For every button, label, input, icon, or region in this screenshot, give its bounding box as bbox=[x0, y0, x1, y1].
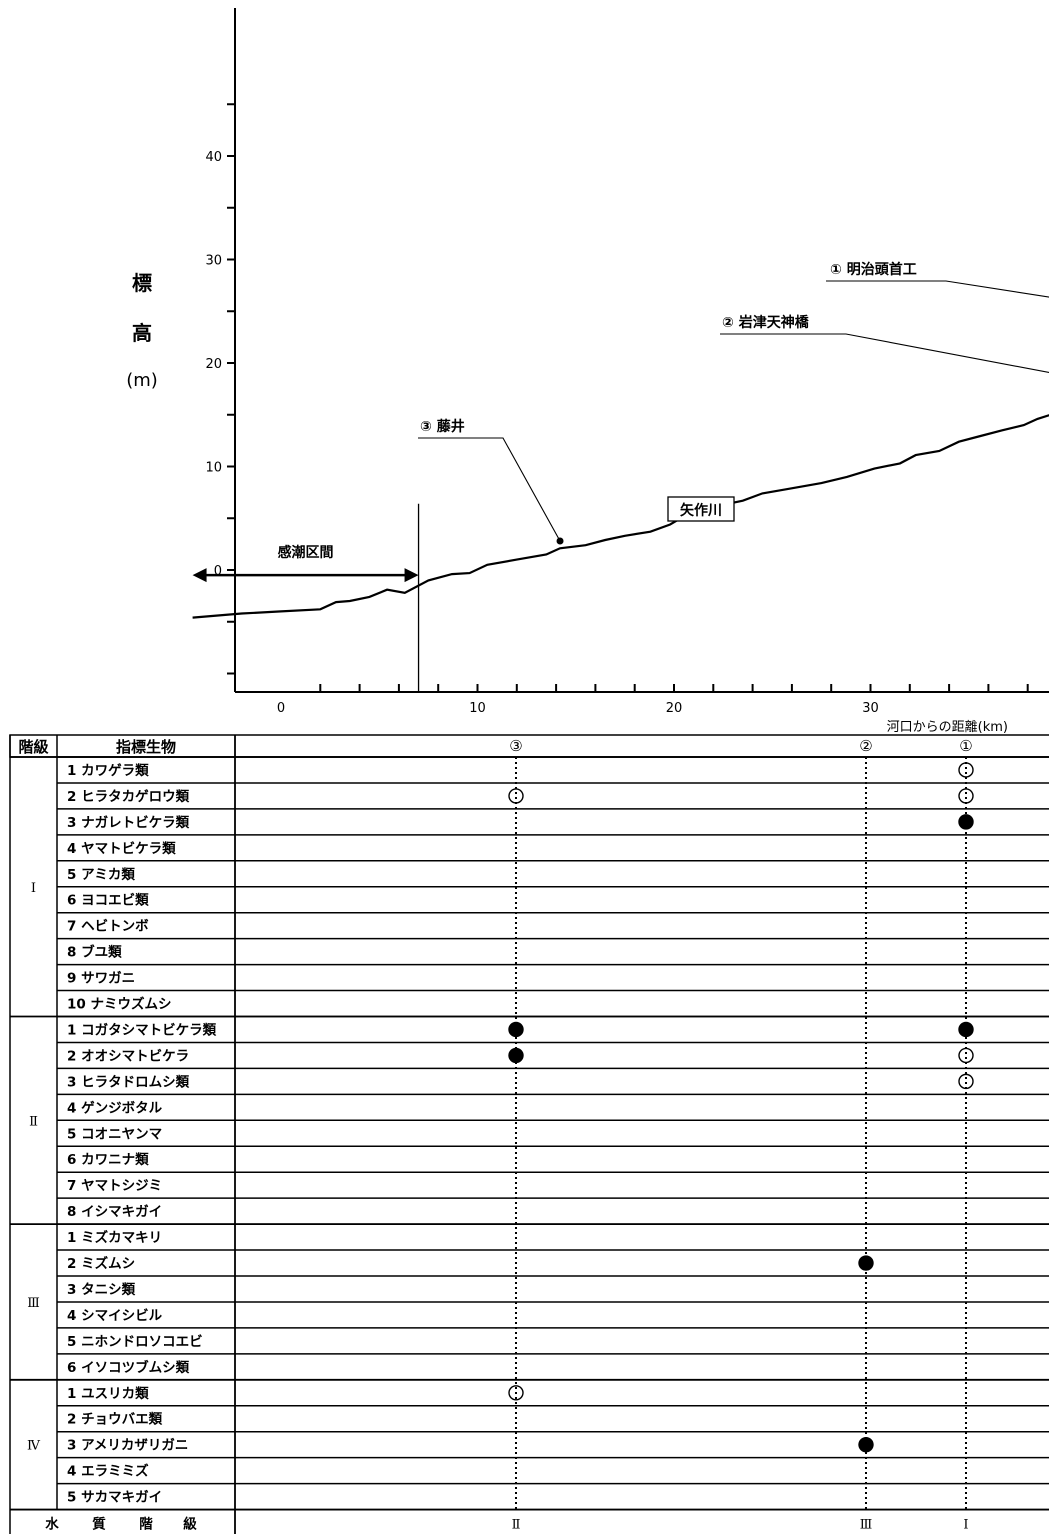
station-label: ① 明治頭首工 bbox=[830, 261, 917, 278]
record-filled-circle bbox=[858, 1255, 874, 1271]
group-grade: Ⅱ bbox=[29, 1114, 38, 1129]
header-grade: 階級 bbox=[18, 738, 48, 756]
species-name: 6 ヨコエビ類 bbox=[67, 893, 149, 909]
site-grade: Ⅰ bbox=[963, 1518, 968, 1533]
river-name-box bbox=[667, 496, 735, 522]
species-name: 7 ヤマトシジミ bbox=[67, 1178, 162, 1194]
record-open-circle bbox=[958, 1073, 974, 1090]
x-axis-label: 河口からの距離(km) bbox=[887, 720, 1008, 735]
record-filled-circle bbox=[858, 1436, 874, 1453]
tidal-arrow-head-right bbox=[404, 568, 419, 583]
site-header-mark: ③ bbox=[509, 737, 522, 755]
species-name: 2 オオシマトビケラ bbox=[67, 1048, 189, 1064]
y-tick-label: 40 bbox=[205, 150, 222, 165]
species-name: 5 コオニヤンマ bbox=[67, 1126, 162, 1142]
y-axis-label-3: (m) bbox=[126, 370, 158, 391]
footer-label: 水 bbox=[45, 1516, 59, 1533]
x-tick-label: 30 bbox=[862, 701, 879, 716]
species-name: 4 ヤマトビケラ類 bbox=[67, 841, 176, 857]
species-name: 8 イシマキガイ bbox=[67, 1204, 162, 1220]
species-name: 1 カワゲラ類 bbox=[67, 762, 149, 779]
species-name: 1 ミズカマキリ bbox=[67, 1229, 162, 1246]
species-name: 6 イソコツブムシ類 bbox=[67, 1359, 190, 1376]
station-leader-line bbox=[418, 437, 561, 542]
species-name: 3 アメリカザリガニ bbox=[67, 1438, 188, 1454]
station-label: ③ 藤井 bbox=[420, 418, 465, 435]
station-leader-line bbox=[826, 280, 1049, 298]
species-name: 10 ナミウズムシ bbox=[67, 996, 172, 1013]
y-tick-label: 30 bbox=[205, 254, 222, 269]
footer-label: 質 bbox=[92, 1516, 106, 1533]
y-tick-label: 20 bbox=[205, 357, 222, 372]
species-name: 1 コガタシマトビケラ類 bbox=[67, 1022, 217, 1038]
record-open-circle bbox=[958, 762, 974, 778]
species-name: 2 ヒラタカゲロウ類 bbox=[67, 788, 190, 805]
footer-label: 階 bbox=[139, 1516, 153, 1533]
species-name: 4 ゲンジボタル bbox=[67, 1099, 163, 1116]
y-tick-label: 10 bbox=[205, 461, 222, 476]
species-name: 5 ニホンドロソコエビ bbox=[67, 1334, 203, 1350]
y-axis-label-2: 高 bbox=[132, 321, 152, 345]
species-name: 3 ヒラタドロムシ類 bbox=[67, 1074, 190, 1090]
group-grade: Ⅳ bbox=[27, 1439, 41, 1454]
record-open-circle bbox=[508, 1385, 524, 1401]
species-name: 8 ブユ類 bbox=[67, 944, 122, 961]
station-point bbox=[556, 537, 564, 545]
species-name: 3 タニシ類 bbox=[67, 1282, 136, 1298]
site-header-mark: ① bbox=[959, 737, 972, 755]
station-label: ② 岩津天神橋 bbox=[722, 314, 810, 331]
header-species: 指標生物 bbox=[116, 738, 176, 756]
footer-label: 級 bbox=[183, 1516, 197, 1533]
species-name: 4 シマイシビル bbox=[67, 1308, 163, 1324]
x-tick-label: 10 bbox=[469, 701, 486, 716]
species-name: 5 アミカ類 bbox=[67, 867, 135, 883]
record-open-circle bbox=[958, 788, 974, 804]
species-name: 2 ミズムシ bbox=[67, 1255, 135, 1272]
species-name: 5 サカマキガイ bbox=[67, 1490, 162, 1506]
record-filled-circle bbox=[958, 814, 974, 830]
record-filled-circle bbox=[958, 1021, 974, 1038]
species-name: 2 チョウバエ類 bbox=[67, 1412, 163, 1428]
record-filled-circle bbox=[508, 1021, 524, 1038]
river-profile-line bbox=[192, 414, 1049, 619]
species-name: 3 ナガレトビケラ類 bbox=[67, 815, 190, 831]
species-name: 4 エラミミズ bbox=[67, 1463, 149, 1480]
station-leader-line bbox=[720, 333, 1049, 374]
x-tick-label: 20 bbox=[666, 701, 683, 716]
group-grade: Ⅰ bbox=[31, 881, 36, 896]
record-filled-circle bbox=[508, 1047, 524, 1064]
y-axis-label-1: 標 bbox=[132, 271, 152, 295]
tidal-section-label: 感潮区間 bbox=[278, 544, 334, 561]
elevation-profile-chart: 0 10 20 30 40 0 10 20 30 河口からの距離(km) 標高 (m) 感潮区間 矢作川 ①… bbox=[126, 8, 1049, 735]
species-name: 6 カワニナ類 bbox=[67, 1152, 149, 1168]
tidal-arrow-head-left bbox=[192, 568, 207, 583]
y-tick-label: 0 bbox=[214, 564, 222, 579]
record-open-circle bbox=[958, 1047, 974, 1064]
site-header-mark: ② bbox=[859, 737, 872, 755]
x-tick-label: 0 bbox=[277, 701, 285, 716]
group-grade: Ⅲ bbox=[27, 1296, 40, 1311]
river-name-label: 矢作川 bbox=[680, 502, 722, 519]
table-header-row bbox=[9, 734, 1049, 758]
species-name: 9 サワガニ bbox=[67, 971, 135, 987]
site-grade: Ⅱ bbox=[512, 1518, 521, 1533]
species-name: 1 ユスリカ類 bbox=[67, 1386, 149, 1402]
species-name: 7 ヘビトンボ bbox=[67, 919, 149, 935]
record-open-circle bbox=[508, 788, 524, 804]
site-grade: Ⅲ bbox=[860, 1518, 873, 1533]
